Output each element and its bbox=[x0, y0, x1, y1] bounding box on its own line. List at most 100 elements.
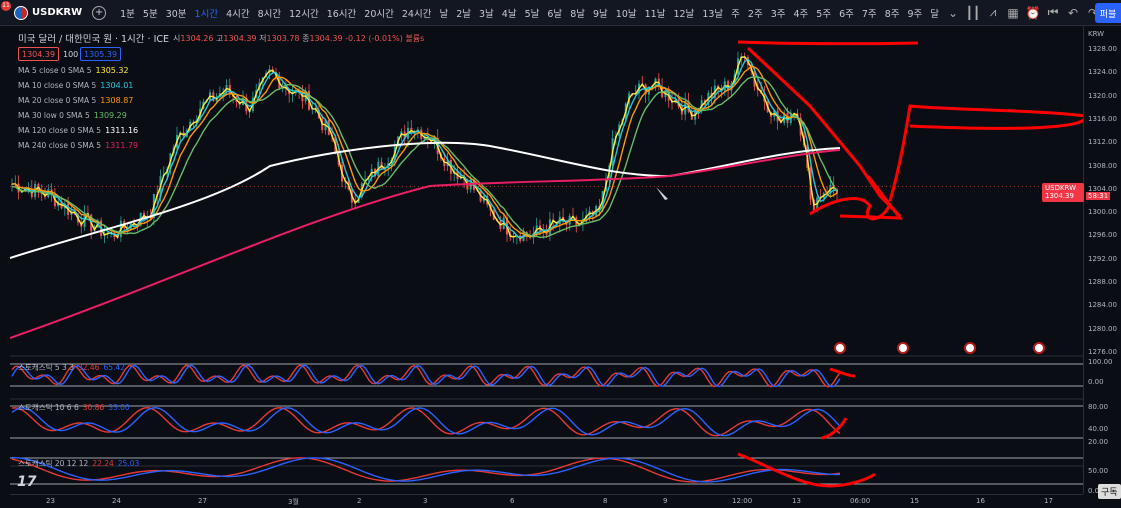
timeframe-button[interactable]: 6날 bbox=[547, 8, 563, 20]
timeframe-button[interactable]: 30분 bbox=[165, 8, 187, 20]
redo-icon[interactable]: ↷ bbox=[1088, 5, 1099, 20]
timeframe-button[interactable]: 날 bbox=[439, 8, 449, 20]
stochastic-legend[interactable]: 스토캐스틱 20 12 12 22.24 25.03 bbox=[18, 458, 143, 469]
timeframe-button[interactable]: 4날 bbox=[501, 8, 517, 20]
timeframe-button[interactable]: 5날 bbox=[524, 8, 540, 20]
price-tick: 1304.00 bbox=[1088, 184, 1117, 193]
timeframe-button[interactable]: 12시간 bbox=[289, 8, 319, 20]
buy-price-box[interactable]: 1305.39 bbox=[80, 47, 122, 61]
ma-label: MA 10 close 0 SMA 5 bbox=[18, 81, 97, 90]
economic-event-icon[interactable] bbox=[1033, 342, 1045, 354]
annotation-line bbox=[746, 46, 902, 218]
ma-value: 1305.32 bbox=[95, 66, 129, 75]
ma-legend-item[interactable]: MA 30 low 0 SMA 5 1309.29 bbox=[18, 111, 127, 120]
add-symbol-icon[interactable]: + bbox=[92, 5, 107, 20]
time-tick: 3월 bbox=[288, 498, 299, 506]
timeframe-button[interactable]: 7주 bbox=[861, 8, 877, 20]
annotation-line bbox=[829, 367, 856, 378]
chart-title: 미국 달러 / 대한민국 원 · 1시간 · ICE bbox=[18, 34, 170, 45]
timeframe-button[interactable]: 4주 bbox=[793, 8, 809, 20]
time-tick: 9 bbox=[663, 497, 668, 505]
time-tick: 3 bbox=[423, 497, 428, 505]
timeframe-button[interactable]: 6주 bbox=[839, 8, 854, 20]
symbol-selector[interactable]: USDKRW bbox=[0, 0, 88, 25]
price-tick: 1328.00 bbox=[1088, 45, 1117, 53]
time-tick: 17 bbox=[1044, 497, 1053, 505]
ma-label: MA 5 close 0 SMA 5 bbox=[18, 66, 92, 75]
ma-legend-item[interactable]: MA 240 close 0 SMA 5 1311.79 bbox=[18, 141, 138, 150]
stochastic-tick: 20.00 bbox=[1088, 438, 1109, 446]
stochastic-label: 스토캐스틱 20 12 12 bbox=[18, 459, 89, 468]
stochastic-tick: 0.00 bbox=[1088, 487, 1104, 495]
timeframe-button[interactable]: 5분 bbox=[142, 8, 158, 20]
stochastic-legend[interactable]: 스토캐스틱 10 6 6 30.86 33.00 bbox=[18, 402, 134, 413]
stochastic-d: 25.03 bbox=[117, 459, 140, 468]
timeframe-button[interactable]: 8날 bbox=[570, 8, 585, 20]
stochastic-k: 22.24 bbox=[92, 459, 114, 468]
time-tick: 24 bbox=[112, 497, 121, 505]
ma-value: 1308.87 bbox=[100, 96, 134, 105]
stochastic-tick: 0.00 bbox=[1088, 378, 1104, 386]
ma-value: 1309.29 bbox=[93, 111, 127, 120]
timeframe-button[interactable]: 4시간 bbox=[226, 8, 250, 20]
timeframe-button[interactable]: 12날 bbox=[673, 8, 695, 20]
time-tick: 13 bbox=[792, 497, 801, 505]
undo-icon[interactable]: ↶ bbox=[1068, 5, 1079, 20]
timeframe-button[interactable]: 13날 bbox=[702, 8, 724, 20]
sell-price-box[interactable]: 1304.39 bbox=[18, 47, 60, 61]
tradingview-logo[interactable]: 17 bbox=[17, 474, 37, 490]
timeframe-button[interactable]: 8주 bbox=[884, 8, 900, 20]
subscribe-button[interactable]: 구독 bbox=[1098, 484, 1121, 499]
timeframe-button[interactable]: 16시간 bbox=[326, 8, 357, 20]
timeframe-button[interactable]: 3날 bbox=[479, 8, 494, 20]
timeframe-button[interactable]: 2날 bbox=[456, 8, 471, 20]
stochastic-k-line bbox=[11, 364, 841, 388]
flag-icon bbox=[14, 5, 28, 20]
price-chart[interactable] bbox=[10, 26, 1083, 494]
time-axis[interactable]: 23 24 27 3월 2 3 6 8 9 12:00 13 06:00 15 16 17 bbox=[10, 494, 1083, 508]
timeframe-button[interactable]: 8시간 bbox=[257, 8, 282, 20]
economic-event-icon[interactable] bbox=[964, 342, 976, 354]
cursor-icon bbox=[656, 187, 668, 200]
timeframe-button[interactable]: 24시간 bbox=[401, 8, 432, 20]
timeframe-button[interactable]: 1분 bbox=[120, 8, 135, 20]
stochastic-d: 33.00 bbox=[108, 403, 130, 412]
annotation-line bbox=[737, 40, 919, 46]
timeframe-button[interactable]: 9날 bbox=[592, 8, 608, 20]
timeframe-button[interactable]: 10날 bbox=[615, 8, 637, 20]
time-tick: 6 bbox=[510, 497, 515, 505]
last-price: 1304.39 bbox=[1045, 192, 1074, 200]
publish-button[interactable]: 퍼블 bbox=[1095, 3, 1121, 23]
indicators-icon[interactable]: ⩘ bbox=[989, 5, 997, 19]
price-tick: 1276.00 bbox=[1088, 347, 1117, 356]
timeframe-button[interactable]: 11날 bbox=[644, 8, 666, 20]
ma-legend-item[interactable]: MA 10 close 0 SMA 5 1304.01 bbox=[18, 81, 133, 90]
ma-legend-item[interactable]: MA 120 close 0 SMA 5 1311.16 bbox=[18, 126, 138, 135]
replay-icon[interactable]: ⏮ bbox=[1047, 5, 1059, 19]
time-tick: 16 bbox=[976, 497, 985, 505]
layout-grid-icon[interactable]: ▦ bbox=[1007, 5, 1019, 20]
timeframe-button[interactable]: 2주 bbox=[747, 8, 763, 20]
timeframe-button[interactable]: 5주 bbox=[816, 8, 832, 20]
stochastic-k-line bbox=[11, 406, 841, 437]
ma-legend-item[interactable]: MA 5 close 0 SMA 5 1305.32 bbox=[18, 66, 129, 75]
candle-type-icon[interactable]: ┃┃ bbox=[965, 5, 981, 20]
last-symbol: USDKRW bbox=[1045, 184, 1077, 192]
stochastic-legend[interactable]: 스토캐스틱 5 3 3 32.46 65.42 bbox=[18, 362, 129, 373]
timeframe-button[interactable]: 주 bbox=[731, 8, 740, 20]
annotation-line bbox=[839, 175, 904, 220]
timeframe-button[interactable]: 3주 bbox=[770, 8, 786, 20]
notification-badge[interactable]: 11 bbox=[1, 1, 11, 11]
economic-event-icon[interactable] bbox=[834, 342, 846, 354]
timeframe-button[interactable]: 1시간 bbox=[194, 8, 219, 20]
timeframe-button[interactable]: 20시간 bbox=[364, 8, 394, 20]
timeframe-button[interactable]: 9주 bbox=[907, 8, 923, 20]
price-tick: 1312.00 bbox=[1088, 138, 1117, 147]
economic-event-icon[interactable] bbox=[897, 342, 909, 354]
ma-legend-item[interactable]: MA 20 close 0 SMA 5 1308.87 bbox=[18, 96, 133, 105]
price-axis[interactable]: KRW 1328.00 1324.00 1320.00 1316.00 1312.00 1… bbox=[1083, 26, 1121, 495]
timeframe-button[interactable]: 달 bbox=[930, 8, 940, 20]
chevron-down-icon[interactable]: ⌄ bbox=[948, 5, 959, 20]
ma-value: 1311.79 bbox=[105, 141, 139, 150]
alert-icon[interactable]: ⏰ bbox=[1025, 5, 1041, 20]
